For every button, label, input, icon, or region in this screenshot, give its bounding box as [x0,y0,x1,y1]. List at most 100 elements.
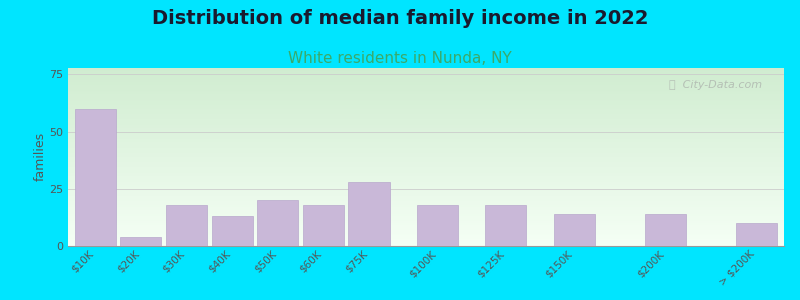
Bar [68,216,784,218]
Bar [68,176,784,178]
Bar [68,182,784,184]
Bar [68,134,784,135]
Bar [68,103,784,105]
Bar [68,107,784,109]
Bar [68,167,784,169]
Bar [736,223,777,246]
Bar [68,76,784,78]
Bar [68,101,784,103]
Bar [68,198,784,200]
Bar [166,205,207,246]
Bar [68,207,784,208]
Bar [68,69,784,71]
Bar [68,212,784,214]
Bar [554,214,594,246]
Bar [417,205,458,246]
Bar [68,139,784,141]
Bar [68,68,784,69]
Bar [68,109,784,110]
Bar [68,175,784,176]
Bar [68,124,784,126]
Bar [68,73,784,75]
Bar [68,203,784,205]
Bar [68,193,784,194]
Bar [68,71,784,73]
Bar [68,241,784,242]
Bar [68,162,784,164]
Bar [68,233,784,235]
Bar [68,226,784,228]
Bar [68,205,784,207]
Text: White residents in Nunda, NY: White residents in Nunda, NY [288,51,512,66]
Bar [68,119,784,121]
Bar [68,228,784,230]
Text: ⓘ  City-Data.com: ⓘ City-Data.com [670,80,762,90]
Bar [68,239,784,241]
Bar [68,189,784,191]
Bar [68,218,784,219]
Bar [68,221,784,223]
Bar [68,187,784,189]
Bar [68,160,784,162]
Bar [68,223,784,225]
Bar [645,214,686,246]
Bar [68,126,784,128]
Bar [68,92,784,94]
Bar [68,116,784,118]
Bar [68,96,784,98]
Bar [68,112,784,114]
Bar [68,153,784,155]
Bar [68,141,784,142]
Bar [68,84,784,85]
Bar [68,132,784,134]
Bar [68,201,784,203]
Bar [68,158,784,160]
Bar [68,184,784,185]
Bar [68,100,784,101]
Bar [68,210,784,212]
Bar [68,244,784,246]
Bar [68,180,784,182]
Bar [68,157,784,158]
Bar [68,178,784,180]
Bar [258,200,298,246]
Bar [68,194,784,196]
Bar [68,98,784,100]
Bar [68,171,784,173]
Bar [68,155,784,157]
Bar [75,109,116,246]
Bar [68,91,784,92]
Bar [68,110,784,112]
Bar [68,173,784,175]
Bar [68,208,784,210]
Bar [68,196,784,198]
Bar [212,216,253,246]
Bar [68,85,784,87]
Bar [303,205,344,246]
Bar [68,148,784,150]
Bar [68,200,784,201]
Bar [68,135,784,137]
Bar [68,242,784,244]
Bar [68,232,784,233]
Text: Distribution of median family income in 2022: Distribution of median family income in … [152,9,648,28]
Bar [349,182,390,246]
Bar [68,123,784,124]
Bar [68,146,784,148]
Bar [68,230,784,232]
Bar [68,214,784,216]
Bar [68,118,784,119]
Bar [68,225,784,226]
Bar [68,87,784,89]
Bar [68,235,784,237]
Bar [68,237,784,239]
Bar [68,78,784,80]
Bar [68,142,784,144]
Bar [68,164,784,166]
Bar [68,75,784,76]
Bar [68,105,784,107]
Bar [68,169,784,171]
Bar [68,130,784,132]
Bar [68,150,784,152]
Bar [68,80,784,82]
